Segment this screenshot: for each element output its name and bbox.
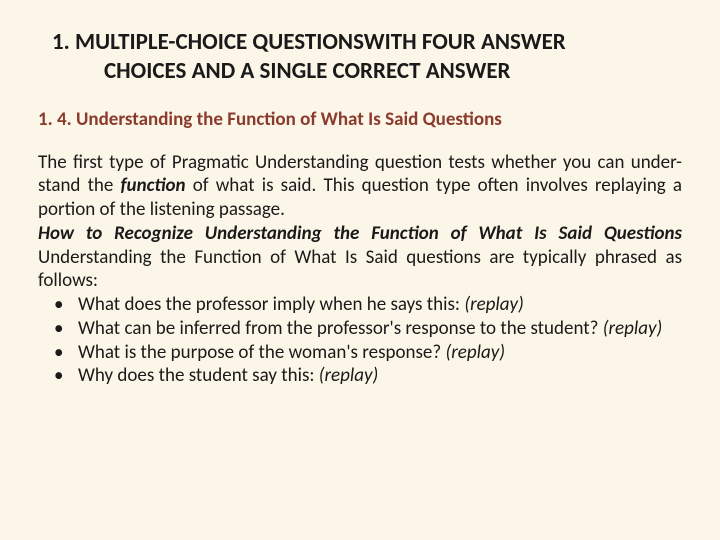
bullet-list: What does the professor imply when he sa… <box>38 293 682 388</box>
body-paragraph: The first type of Pragmatic Understandin… <box>38 151 682 222</box>
title-line-2: CHOICES AND A SINGLE CORRECT ANSWER <box>52 57 682 86</box>
list-item: What does the professor imply when he sa… <box>38 293 682 317</box>
bullet-text: What is the purpose of the woman's respo… <box>78 341 445 364</box>
section-subtitle: 1. 4. Understanding the Function of What… <box>38 108 682 131</box>
bullet-text: What does the professor imply when he sa… <box>78 293 464 316</box>
list-item: Why does the student say this: (replay) <box>38 364 682 388</box>
list-item: What is the purpose of the woman's respo… <box>38 341 682 365</box>
bullet-text: What can be inferred from the professor'… <box>78 317 603 340</box>
title-line-1: 1. MULTIPLE-CHOICE QUESTIONSWITH FOUR AN… <box>52 28 682 57</box>
list-item: What can be inferred from the professor'… <box>38 317 682 341</box>
bullet-tail: (replay) <box>603 317 663 340</box>
para-emphasis: function <box>121 174 186 197</box>
subhead-bold: How to Recognize Understanding the Funct… <box>38 222 682 245</box>
bullet-text: Why does the student say this: <box>78 364 319 387</box>
bullet-tail: (replay) <box>445 341 505 364</box>
subhead-rest: Understanding the Function of What Is Sa… <box>38 246 682 293</box>
bullet-tail: (replay) <box>464 293 524 316</box>
main-title: 1. MULTIPLE-CHOICE QUESTIONSWITH FOUR AN… <box>38 28 682 86</box>
subhead-paragraph: How to Recognize Understanding the Funct… <box>38 222 682 293</box>
bullet-tail: (replay) <box>319 364 379 387</box>
